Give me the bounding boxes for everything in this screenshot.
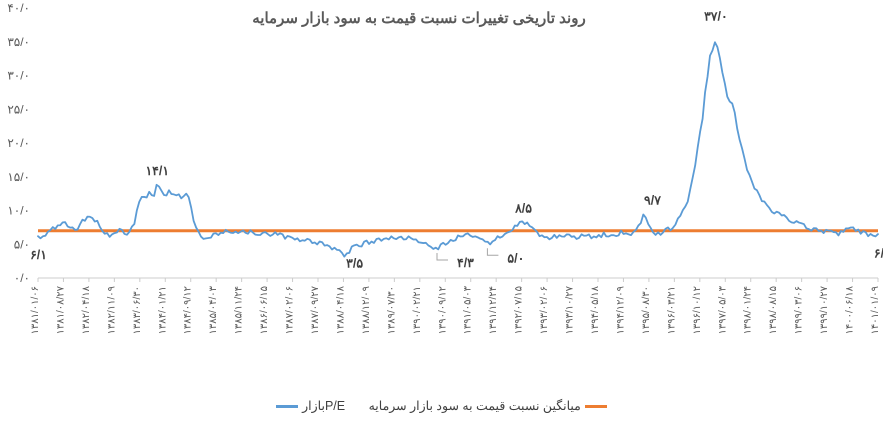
svg-text:۳۷/۰: ۳۷/۰ [704,9,728,23]
svg-text:۱۳۹۲/۰۷/۱۵: ۱۳۹۲/۰۷/۱۵ [514,286,525,335]
svg-text:۳۰/۰: ۳۰/۰ [7,69,30,83]
svg-text:۱۳۹۹/۱۰/۲۷: ۱۳۹۹/۱۰/۲۷ [819,285,830,334]
svg-text:۱۰/۰: ۱۰/۰ [7,204,30,218]
svg-text:۴۰/۰: ۴۰/۰ [7,1,30,15]
svg-text:۱۳۹۱/۰۵/۰۳: ۱۳۹۱/۰۵/۰۳ [463,285,474,334]
svg-text:۱۳۸۱/۰۸/۲۷: ۱۳۸۱/۰۸/۲۷ [55,285,66,334]
svg-text:۱۳۸۱/۰۱/۰۶: ۱۳۸۱/۰۱/۰۶ [30,286,41,335]
svg-text:۴/۳: ۴/۳ [457,256,474,270]
svg-text:۶/۱: ۶/۱ [30,248,47,262]
svg-text:۱۳۸۲/۱۱/۰۹: ۱۳۸۲/۱۱/۰۹ [106,286,117,335]
svg-text:۱۳۸۵/۱۱/۲۴: ۱۳۸۵/۱۱/۲۴ [234,286,245,335]
svg-text:۱۳۸۴/۰۹/۱۲: ۱۳۸۴/۰۹/۱۲ [183,286,194,335]
svg-text:۱۳۸۲/۰۴/۱۸: ۱۳۸۲/۰۴/۱۸ [81,285,92,334]
svg-text:۱۳۸۳/۰۶/۳۰: ۱۳۸۳/۰۶/۳۰ [132,286,143,335]
svg-text:۱۳۸۸/۰۴/۱۸: ۱۳۸۸/۰۴/۱۸ [335,285,346,334]
svg-text:۵/۰: ۵/۰ [14,237,30,251]
svg-text:۱۳۹۰/۰۹/۱۲: ۱۳۹۰/۰۹/۱۲ [437,286,448,335]
svg-text:۳/۵: ۳/۵ [346,256,363,270]
svg-text:۱۳۹۰/۰۲/۲۱: ۱۳۹۰/۰۲/۲۱ [412,286,423,335]
svg-text:۱۴۰۱/۰۱/۰۹: ۱۴۰۱/۰۱/۰۹ [870,286,881,335]
svg-text:۶/۳: ۶/۳ [874,246,883,260]
svg-text:۵/۰: ۵/۰ [507,251,524,265]
svg-text:۱۳۸۷/۰۲/۰۶: ۱۳۸۷/۰۲/۰۶ [285,286,296,335]
svg-text:۱۳۸۶/۰۶/۱۵: ۱۳۸۶/۰۶/۱۵ [259,286,270,335]
svg-text:۱۳۹۷/۰۵/۰۳: ۱۳۹۷/۰۵/۰۳ [717,285,728,334]
svg-text:۲۰/۰: ۲۰/۰ [7,136,30,150]
svg-text:۱۳۹۱/۱۲/۲۴: ۱۳۹۱/۱۲/۲۴ [488,286,499,335]
svg-text:۱۳۸۸/۱۲/۰۹: ۱۳۸۸/۱۲/۰۹ [361,286,372,335]
svg-text:۱۳۹۴/۱۲/۰۹: ۱۳۹۴/۱۲/۰۹ [615,286,626,335]
svg-text:۱۳۸۴/۰۱/۲۱: ۱۳۸۴/۰۱/۲۱ [157,286,168,335]
svg-text:۱۳۸۷/۰۹/۲۷: ۱۳۸۷/۰۹/۲۷ [310,285,321,334]
svg-text:۳۵/۰: ۳۵/۰ [7,35,30,49]
svg-text:۱۳۹۳/۰۲/۰۶: ۱۳۹۳/۰۲/۰۶ [539,286,550,335]
svg-text:۱۴۰۰/۰۶/۱۸: ۱۴۰۰/۰۶/۱۸ [845,285,856,334]
svg-text:۹/۷: ۹/۷ [644,194,662,208]
svg-text:۲۵/۰: ۲۵/۰ [7,102,30,116]
svg-text:۱۳۸۵/۰۴/۰۳: ۱۳۸۵/۰۴/۰۳ [208,285,219,334]
svg-text:۱۳۹۸/۰۸/۱۵: ۱۳۹۸/۰۸/۱۵ [768,286,779,335]
svg-text:۱۳۹۶/۰۳/۲۱: ۱۳۹۶/۰۳/۲۱ [666,286,677,335]
svg-text:۱۴/۱: ۱۴/۱ [145,164,169,178]
svg-text:۰/۰: ۰/۰ [14,271,30,285]
svg-text:۸/۵: ۸/۵ [514,202,532,216]
svg-text:۱۳۹۴/۰۵/۱۸: ۱۳۹۴/۰۵/۱۸ [590,285,601,334]
svg-text:۱۳۹۳/۱۰/۲۷: ۱۳۹۳/۱۰/۲۷ [565,285,576,334]
svg-text:۱۳۹۸/۰۱/۲۴: ۱۳۹۸/۰۱/۲۴ [743,286,754,335]
svg-text:۱۳۹۵/۰۸/۳۰: ۱۳۹۵/۰۸/۳۰ [641,286,652,335]
svg-text:۱۳۸۹/۰۷/۳۰: ۱۳۸۹/۰۷/۳۰ [386,286,397,335]
svg-text:۱۳۹۶/۱۰/۱۲: ۱۳۹۶/۱۰/۱۲ [692,286,703,335]
svg-text:۱۳۹۹/۰۳/۰۶: ۱۳۹۹/۰۳/۰۶ [794,286,805,335]
svg-text:۱۵/۰: ۱۵/۰ [7,170,30,184]
